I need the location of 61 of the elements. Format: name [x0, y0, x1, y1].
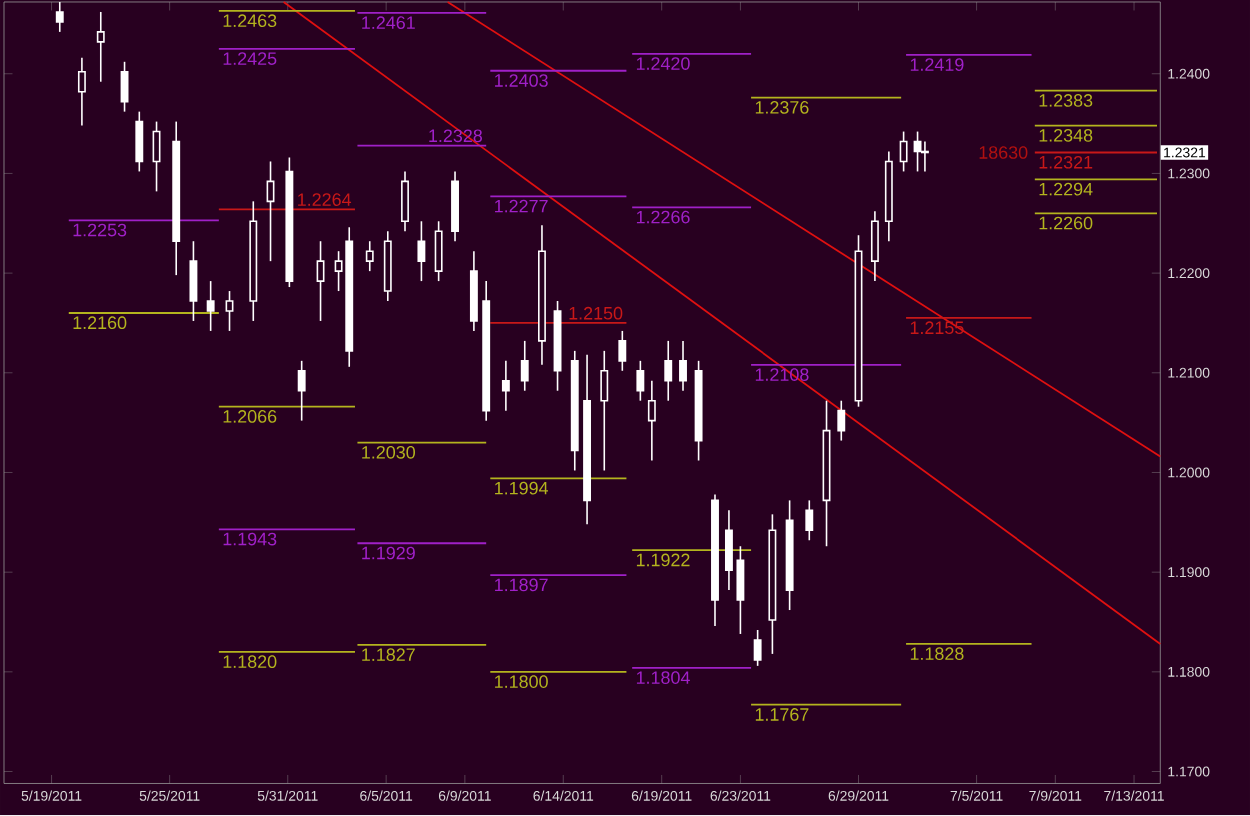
candlestick [365, 240, 374, 273]
candlestick [600, 350, 609, 472]
candlestick [172, 121, 181, 277]
candlestick [316, 240, 325, 323]
candlestick [482, 280, 491, 422]
candlestick [77, 57, 86, 127]
series-label: 1.2150 [569, 307, 623, 320]
series-label: 1.2463 [223, 14, 277, 28]
candlestick [206, 280, 215, 333]
candlestick [884, 151, 893, 243]
candlestick [249, 200, 258, 323]
series-label: 1.2419 [910, 58, 964, 72]
series-label: 1.2160 [73, 316, 127, 330]
candlestick [417, 220, 426, 283]
series-label: 1.1820 [223, 655, 277, 669]
candlestick [520, 340, 529, 392]
series-label: 1.1897 [495, 578, 548, 592]
series-label: 1.1994 [495, 482, 549, 495]
candlestick [401, 170, 409, 233]
annotation: 18630 [979, 146, 1028, 160]
series-label: 1.2321 [1039, 156, 1093, 169]
series-label: 1.2277 [495, 200, 548, 213]
candlestick [647, 380, 656, 462]
candlestick [837, 400, 846, 442]
series-label: 1.1800 [495, 675, 548, 689]
candlestick [570, 350, 579, 472]
series-label: 1.2030 [362, 446, 416, 459]
series-label: 1.2403 [495, 74, 548, 88]
candlestick [664, 340, 673, 402]
candlestick [383, 230, 392, 303]
series-label: 1.1828 [910, 647, 964, 661]
series-label: 1.1767 [755, 708, 809, 722]
series-label: 1.2266 [636, 211, 690, 224]
series-label: 1.1943 [223, 532, 277, 546]
candlestick [96, 11, 105, 83]
series-label: 1.2425 [223, 52, 277, 66]
series-label: 1.1804 [636, 671, 690, 685]
candlestick [538, 224, 546, 366]
candlestick [785, 499, 794, 612]
candlestick [711, 493, 719, 628]
series-label: 1.2253 [73, 223, 127, 237]
series-label: 1.2260 [1039, 216, 1093, 230]
series-label: 1.1827 [362, 648, 415, 662]
candlestick [189, 240, 198, 323]
candlestick [870, 210, 879, 283]
candlestick [55, 1, 64, 33]
series-label: 1.1922 [636, 553, 690, 567]
series-label: 1.2348 [1039, 129, 1093, 142]
series-label: 1.2420 [636, 57, 690, 71]
series-label: 1.2461 [362, 16, 415, 30]
candlestick [469, 250, 478, 333]
series-label: 1.2066 [223, 410, 277, 424]
candlestick [501, 360, 510, 412]
candlestick [583, 354, 592, 526]
candlestick [451, 170, 459, 243]
series-label: 1.2264 [298, 193, 352, 207]
series-label: 1.2383 [1039, 94, 1093, 108]
series-label: 1.2376 [755, 101, 809, 115]
series-label: 1.2294 [1039, 183, 1093, 196]
candlestick [679, 340, 687, 392]
series-label: 1.1929 [362, 546, 415, 560]
